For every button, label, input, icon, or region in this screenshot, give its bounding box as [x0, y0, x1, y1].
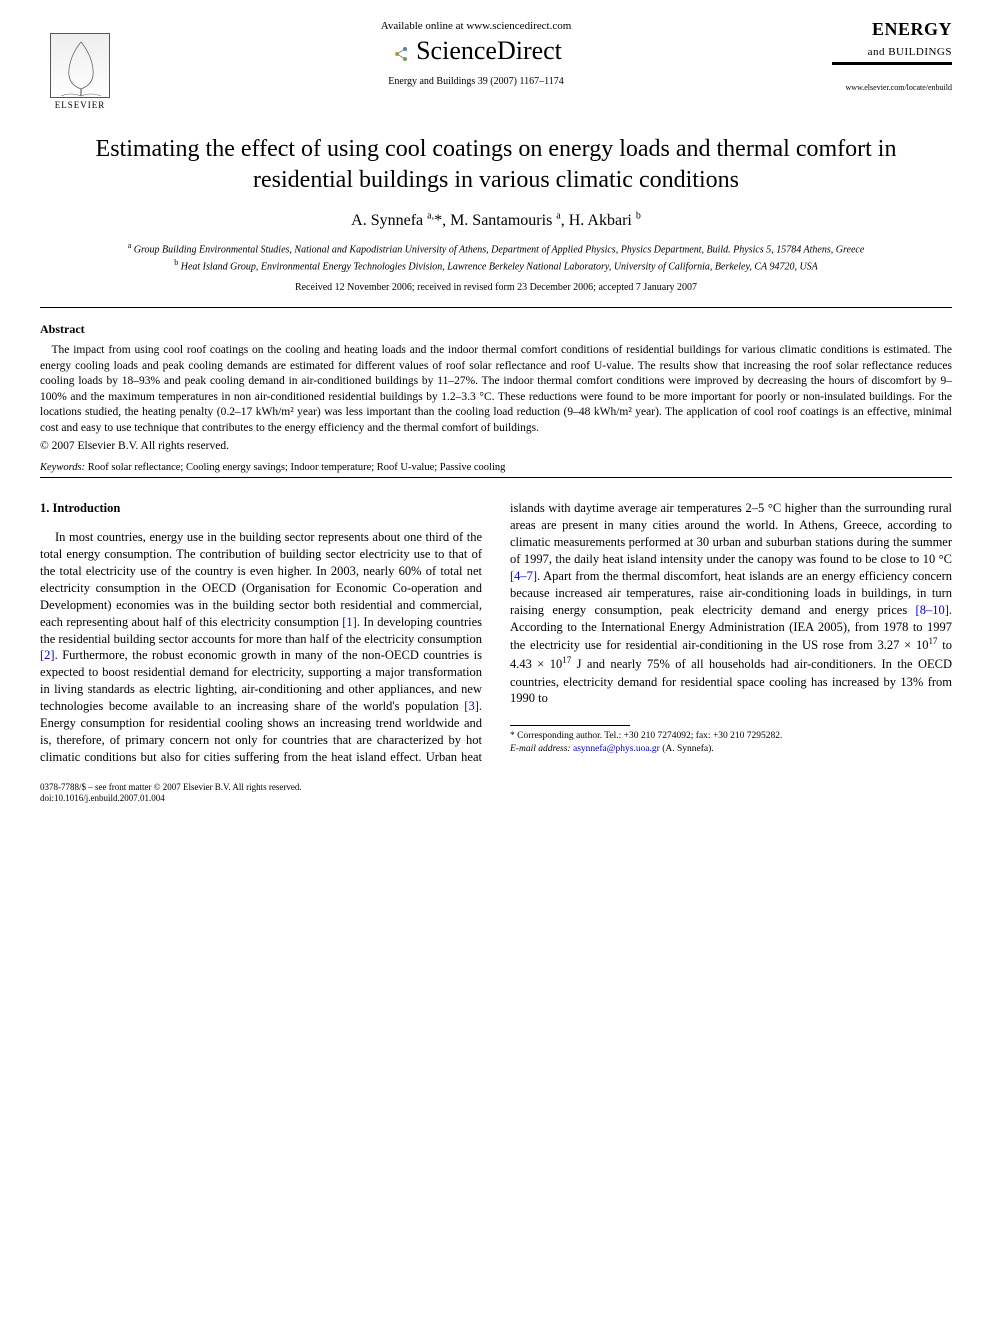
email-who: (A. Synnefa). [662, 744, 713, 754]
rule-above-abstract [40, 307, 952, 308]
journal-name-line2: and BUILDINGS [868, 46, 952, 58]
ref-link-8-10[interactable]: [8–10] [916, 603, 949, 617]
center-header: Available online at www.sciencedirect.co… [120, 20, 832, 87]
rule-below-keywords [40, 477, 952, 478]
footnote-separator [510, 725, 630, 726]
page-header: ELSEVIER Available online at www.science… [40, 20, 952, 110]
ref-link-4-7[interactable]: [4–7] [510, 569, 537, 583]
sciencedirect-icon [390, 42, 412, 64]
keywords-text: Roof solar reflectance; Cooling energy s… [88, 462, 506, 473]
sciencedirect-logo: ScienceDirect [140, 36, 812, 66]
footnotes: * Corresponding author. Tel.: +30 210 72… [510, 730, 952, 755]
sciencedirect-text: ScienceDirect [416, 36, 562, 65]
journal-name: ENERGY and BUILDINGS [832, 20, 952, 65]
keywords-line: Keywords: Roof solar reflectance; Coolin… [40, 462, 952, 473]
affiliation-a-text: Group Building Environmental Studies, Na… [134, 244, 864, 255]
affiliations: a Group Building Environmental Studies, … [40, 240, 952, 275]
body-columns: 1. Introduction In most countries, energ… [40, 500, 952, 765]
ref-link-1[interactable]: [1] [342, 615, 357, 629]
p1e: . Apart from the thermal discomfort, hea… [510, 569, 952, 617]
front-matter-line: 0378-7788/$ – see front matter © 2007 El… [40, 782, 952, 794]
journal-url: www.elsevier.com/locate/enbuild [832, 83, 952, 92]
ref-link-3[interactable]: [3] [464, 699, 479, 713]
email-label: E-mail address: [510, 744, 571, 754]
email-line: E-mail address: asynnefa@phys.uoa.gr (A.… [510, 743, 952, 755]
email-address[interactable]: asynnefa@phys.uoa.gr [573, 744, 660, 754]
journal-name-line1: ENERGY [872, 19, 952, 39]
doi-line: doi:10.1016/j.enbuild.2007.01.004 [40, 793, 952, 805]
affiliation-b-text: Heat Island Group, Environmental Energy … [181, 261, 818, 272]
journal-logo-block: ENERGY and BUILDINGS www.elsevier.com/lo… [832, 20, 952, 92]
abstract-copyright: © 2007 Elsevier B.V. All rights reserved… [40, 440, 952, 452]
p1f3: J and nearly 75% of all households had a… [510, 658, 952, 706]
article-dates: Received 12 November 2006; received in r… [40, 282, 952, 293]
keywords-label: Keywords: [40, 462, 85, 473]
authors: A. Synnefa a,*, M. Santamouris a, H. Akb… [40, 210, 952, 229]
article-title: Estimating the effect of using cool coat… [80, 134, 912, 196]
author-list: A. Synnefa a,*, M. Santamouris a, H. Akb… [351, 212, 641, 229]
ref-link-2[interactable]: [2] [40, 648, 55, 662]
journal-reference: Energy and Buildings 39 (2007) 1167–1174 [140, 76, 812, 87]
affiliation-a: a Group Building Environmental Studies, … [40, 240, 952, 257]
available-online-text: Available online at www.sciencedirect.co… [140, 20, 812, 32]
corresponding-author: * Corresponding author. Tel.: +30 210 72… [510, 730, 952, 742]
intro-paragraph: In most countries, energy use in the bui… [40, 500, 952, 765]
p1c: . Furthermore, the robust economic growt… [40, 648, 482, 713]
elsevier-logo: ELSEVIER [40, 20, 120, 110]
abstract-body: The impact from using cool roof coatings… [40, 343, 952, 436]
abstract-heading: Abstract [40, 322, 952, 337]
section-1-heading: 1. Introduction [40, 500, 482, 517]
elsevier-label: ELSEVIER [55, 100, 106, 110]
page-footer: 0378-7788/$ – see front matter © 2007 El… [40, 782, 952, 805]
elsevier-tree-icon [50, 33, 110, 98]
exp-17-b: 17 [562, 655, 571, 665]
affiliation-b: b Heat Island Group, Environmental Energ… [40, 257, 952, 274]
